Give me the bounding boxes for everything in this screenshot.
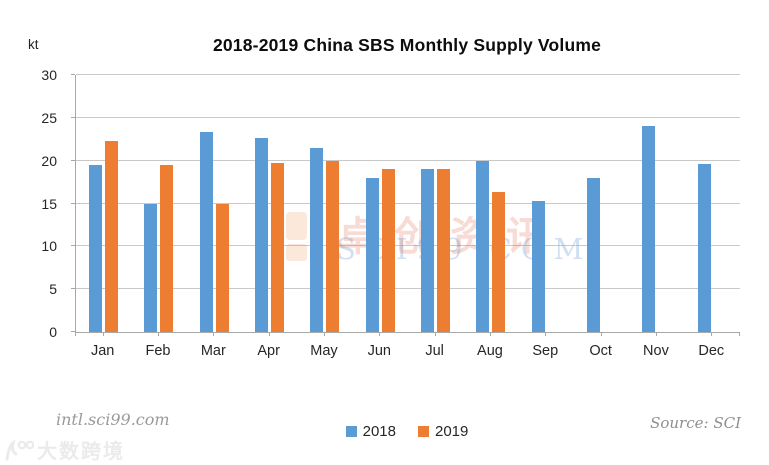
x-axis-label-jun: Jun	[367, 343, 391, 359]
y-axis-tick-10	[71, 245, 75, 247]
y-axis-label-5: 5	[49, 281, 57, 298]
x-axis-tick-aug	[490, 332, 491, 336]
x-axis-tick-jan	[102, 332, 104, 336]
category-group-jan	[76, 75, 131, 332]
y-axis-label-10: 10	[41, 238, 57, 255]
y-axis-tick-25	[71, 116, 75, 118]
x-axis-label-nov: Nov	[643, 343, 669, 359]
x-axis-tick-dec	[711, 332, 713, 336]
x-axis-label-jul: Jul	[425, 343, 444, 359]
x-axis-label-oct: Oct	[589, 343, 612, 359]
y-axis-tick-0	[71, 331, 75, 332]
plot-area	[71, 74, 740, 333]
x-axis-labels: Jan Feb Mar Apr May Jun Jul Aug Sep Oct Nov Dec	[75, 343, 739, 359]
chart-title: 2018-2019 China SBS Monthly Supply Volum…	[212, 35, 602, 55]
category-group-oct	[574, 75, 629, 332]
y-axis-label-0: 0	[49, 324, 57, 340]
bar-2018-oct	[587, 177, 601, 332]
y-axis-label-25: 25	[41, 109, 57, 126]
corner-watermark: 大数跨境	[4, 435, 125, 464]
legend-label-2018: 2018	[362, 423, 396, 440]
x-axis-label-feb: Feb	[145, 343, 171, 359]
legend-item-2018: 2018	[345, 423, 396, 440]
bar-2019-mar	[215, 203, 229, 332]
legend-item-2019: 2019	[418, 423, 468, 440]
category-group-jul	[408, 75, 463, 332]
category-group-feb	[131, 75, 186, 332]
category-group-jun	[353, 75, 408, 332]
bar-2019-feb	[160, 164, 174, 332]
gridline-30	[76, 74, 740, 75]
gridline-10	[76, 245, 740, 247]
bar-2018-jan	[89, 164, 103, 332]
bar-2018-may	[310, 147, 324, 332]
x-axis-tick-feb	[158, 332, 159, 336]
x-axis-edge-tick-0	[75, 332, 76, 336]
x-axis-tick-jun	[379, 332, 381, 336]
bar-2018-apr	[255, 138, 269, 332]
x-axis-label-may: May	[310, 343, 338, 359]
x-axis-tick-oct	[600, 332, 602, 336]
legend-swatch-2018	[345, 426, 357, 437]
y-axis-tick-15	[71, 202, 75, 204]
corner-watermark-text: 大数跨境	[37, 441, 125, 463]
bar-2018-feb	[144, 203, 158, 332]
x-axis-label-aug: Aug	[477, 343, 503, 359]
gridline-20	[76, 159, 740, 161]
y-axis-label-30: 30	[41, 67, 57, 83]
y-axis-label-20: 20	[41, 152, 57, 169]
bar-2019-jan	[105, 140, 119, 332]
bar-2019-jun	[381, 169, 395, 332]
source-text: Source: SCI	[650, 414, 741, 432]
x-axis-tick-jul	[434, 332, 436, 336]
y-axis-label-15: 15	[41, 195, 57, 212]
x-axis-edge-tick-1	[739, 332, 740, 336]
website-text: intl.sci99.com	[56, 410, 170, 429]
y-axis-tick-30	[71, 74, 75, 75]
bar-2018-mar	[199, 131, 213, 332]
gridline-5	[76, 288, 740, 290]
category-group-mar	[187, 75, 242, 332]
x-axis-label-sep: Sep	[532, 343, 559, 359]
bar-2019-apr	[271, 163, 285, 332]
legend: 2018 2019	[75, 423, 739, 440]
gridline-25	[76, 116, 740, 118]
bar-2018-jun	[365, 177, 379, 332]
corner-watermark-logo-icon	[5, 438, 34, 460]
x-axis-label-jan: Jan	[90, 343, 115, 359]
x-axis-tick-mar	[213, 332, 215, 336]
x-axis-tick-may	[324, 332, 325, 336]
x-axis-label-dec: Dec	[698, 343, 725, 359]
category-group-nov	[629, 75, 684, 332]
y-axis-unit-label: kt	[28, 37, 39, 52]
bar-2018-aug	[476, 160, 490, 332]
x-axis-label-mar: Mar	[200, 343, 226, 359]
category-group-dec	[685, 75, 740, 332]
legend-swatch-2019	[418, 426, 429, 437]
legend-label-2019: 2019	[435, 423, 469, 440]
category-group-sep	[519, 75, 574, 332]
category-group-apr	[242, 75, 297, 332]
bars-row	[76, 75, 740, 332]
x-axis-tick-sep	[545, 332, 547, 336]
gridline-15	[76, 202, 740, 204]
category-group-aug	[463, 75, 518, 332]
x-axis-tick-apr	[268, 332, 270, 336]
bar-2018-nov	[642, 126, 656, 332]
bar-2019-may	[326, 160, 340, 332]
bar-2018-dec	[697, 164, 711, 332]
category-group-may	[297, 75, 352, 332]
bar-2018-sep	[531, 200, 545, 332]
x-axis-tick-nov	[656, 332, 657, 336]
bar-2019-jul	[437, 169, 451, 332]
y-axis-tick-20	[71, 159, 75, 161]
bar-2018-jul	[421, 169, 435, 332]
x-axis-label-apr: Apr	[257, 343, 280, 359]
y-axis-tick-5	[71, 288, 75, 290]
bar-2019-aug	[492, 192, 506, 332]
